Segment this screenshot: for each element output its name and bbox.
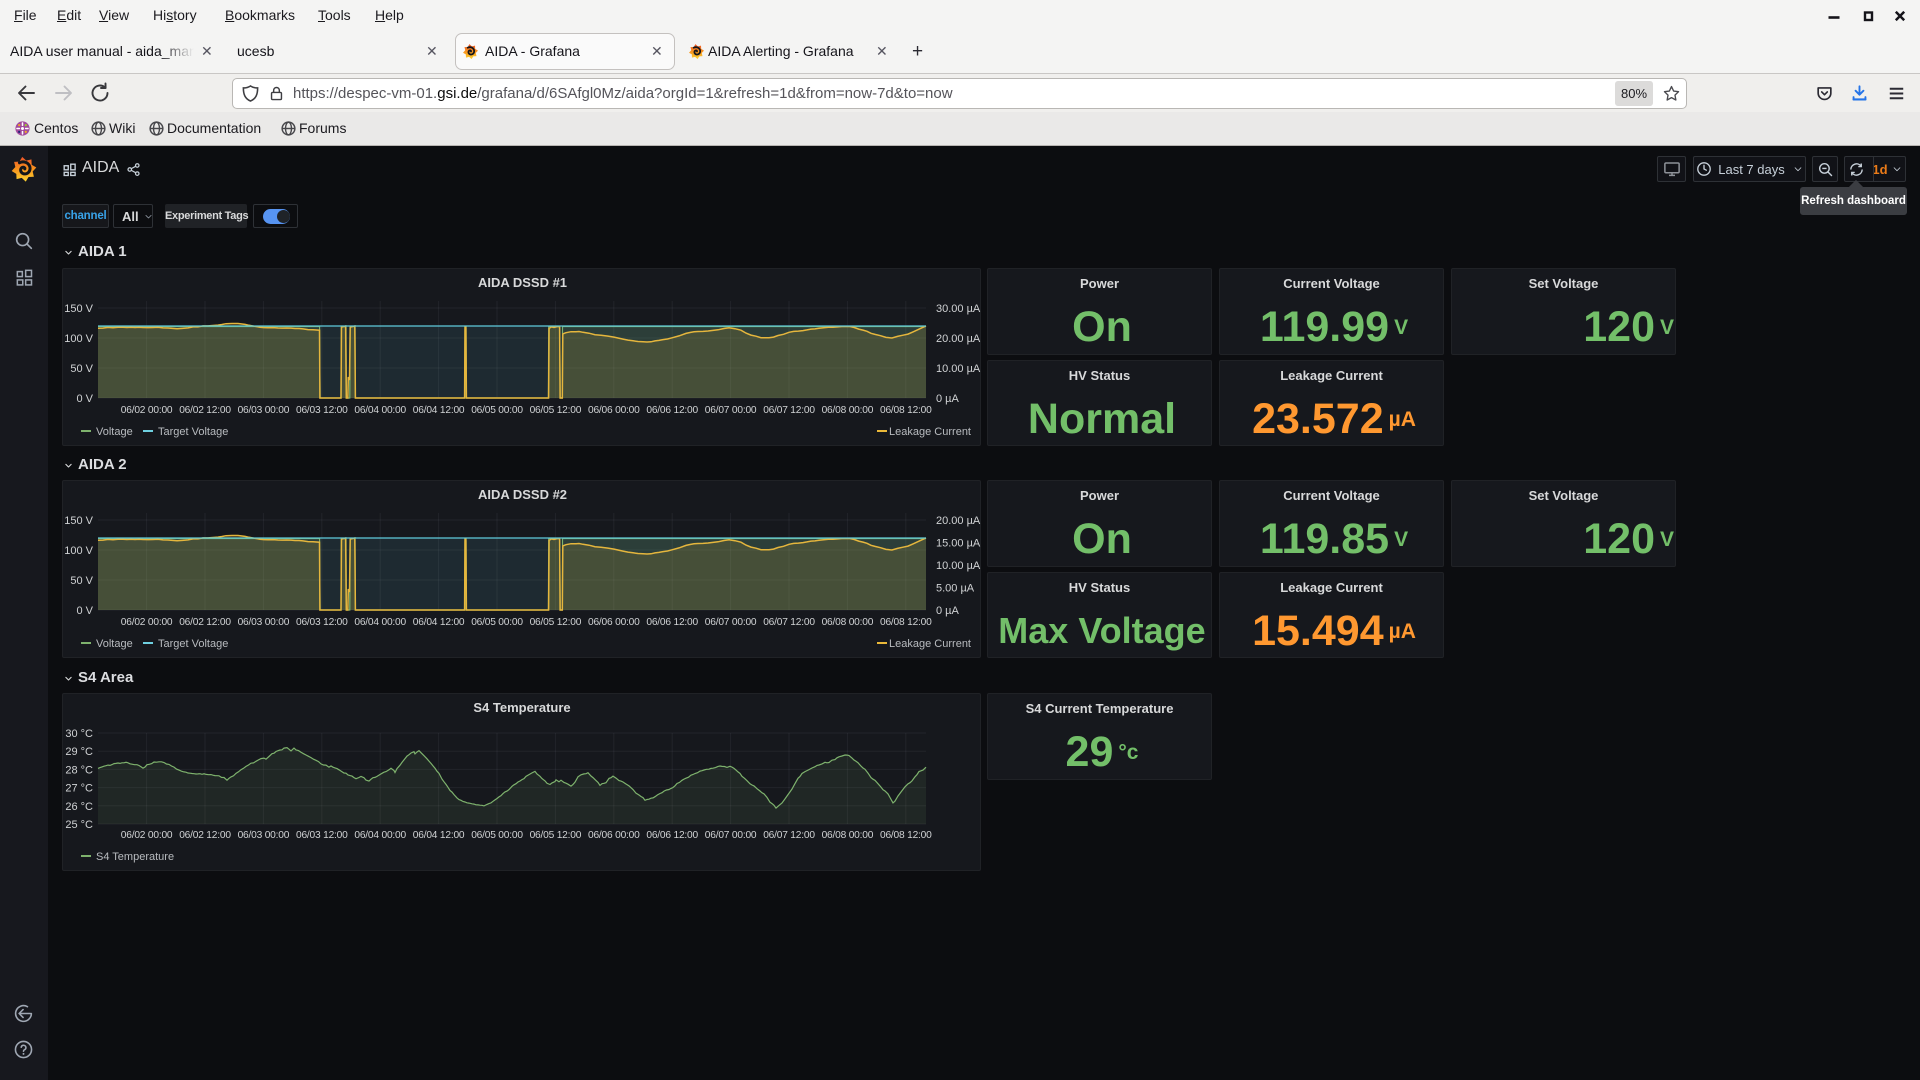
- svg-text:06/05 00:00: 06/05 00:00: [471, 617, 523, 628]
- svg-text:0 µA: 0 µA: [936, 605, 960, 617]
- svg-text:30 °C: 30 °C: [65, 728, 93, 740]
- svg-text:Leakage Current: Leakage Current: [889, 638, 971, 650]
- svg-text:06/05 00:00: 06/05 00:00: [471, 830, 523, 841]
- svg-text:150 V: 150 V: [64, 303, 93, 315]
- svg-text:06/08 12:00: 06/08 12:00: [880, 405, 932, 416]
- svg-text:AIDA DSSD #1: AIDA DSSD #1: [478, 275, 567, 290]
- svg-text:06/08 12:00: 06/08 12:00: [880, 830, 932, 841]
- svg-text:Leakage Current: Leakage Current: [889, 426, 971, 438]
- svg-text:06/07 00:00: 06/07 00:00: [705, 405, 757, 416]
- svg-text:06/05 12:00: 06/05 12:00: [530, 830, 582, 841]
- svg-text:06/05 00:00: 06/05 00:00: [471, 405, 523, 416]
- svg-text:06/02 00:00: 06/02 00:00: [121, 617, 173, 628]
- svg-text:06/07 00:00: 06/07 00:00: [705, 617, 757, 628]
- svg-text:S4 Temperature: S4 Temperature: [96, 851, 174, 863]
- svg-text:15.00 µA: 15.00 µA: [936, 538, 981, 550]
- svg-text:AIDA DSSD #2: AIDA DSSD #2: [478, 487, 567, 502]
- svg-text:30.00 µA: 30.00 µA: [936, 303, 981, 315]
- svg-text:06/06 00:00: 06/06 00:00: [588, 617, 640, 628]
- svg-text:06/07 00:00: 06/07 00:00: [705, 830, 757, 841]
- svg-text:06/05 12:00: 06/05 12:00: [530, 405, 582, 416]
- svg-text:26 °C: 26 °C: [65, 801, 93, 813]
- svg-text:Voltage: Voltage: [96, 426, 133, 438]
- svg-text:06/04 00:00: 06/04 00:00: [354, 617, 406, 628]
- svg-text:06/08 00:00: 06/08 00:00: [822, 617, 874, 628]
- svg-text:06/04 12:00: 06/04 12:00: [413, 830, 465, 841]
- svg-text:29 °C: 29 °C: [65, 746, 93, 758]
- svg-text:06/03 00:00: 06/03 00:00: [238, 405, 290, 416]
- svg-text:20.00 µA: 20.00 µA: [936, 515, 981, 527]
- svg-text:10.00 µA: 10.00 µA: [936, 560, 981, 572]
- svg-text:06/06 00:00: 06/06 00:00: [588, 405, 640, 416]
- svg-text:06/03 00:00: 06/03 00:00: [238, 830, 290, 841]
- svg-text:06/06 12:00: 06/06 12:00: [646, 617, 698, 628]
- svg-text:100 V: 100 V: [64, 545, 93, 557]
- svg-text:06/07 12:00: 06/07 12:00: [763, 405, 815, 416]
- svg-text:20.00 µA: 20.00 µA: [936, 333, 981, 345]
- svg-text:06/02 12:00: 06/02 12:00: [179, 617, 231, 628]
- svg-text:10.00 µA: 10.00 µA: [936, 363, 981, 375]
- svg-text:50 V: 50 V: [70, 363, 93, 375]
- svg-text:0 V: 0 V: [76, 393, 93, 405]
- svg-text:06/08 00:00: 06/08 00:00: [822, 830, 874, 841]
- svg-text:06/03 12:00: 06/03 12:00: [296, 405, 348, 416]
- svg-text:06/08 12:00: 06/08 12:00: [880, 617, 932, 628]
- svg-text:27 °C: 27 °C: [65, 783, 93, 795]
- svg-text:06/04 12:00: 06/04 12:00: [413, 617, 465, 628]
- svg-text:06/06 12:00: 06/06 12:00: [646, 830, 698, 841]
- svg-text:Target Voltage: Target Voltage: [158, 426, 228, 438]
- svg-text:06/02 00:00: 06/02 00:00: [121, 405, 173, 416]
- svg-text:0 µA: 0 µA: [936, 393, 960, 405]
- svg-text:06/07 12:00: 06/07 12:00: [763, 617, 815, 628]
- svg-text:S4 Temperature: S4 Temperature: [473, 700, 570, 715]
- svg-text:5.00 µA: 5.00 µA: [936, 583, 975, 595]
- svg-text:100 V: 100 V: [64, 333, 93, 345]
- svg-text:06/06 00:00: 06/06 00:00: [588, 830, 640, 841]
- svg-text:06/02 00:00: 06/02 00:00: [121, 830, 173, 841]
- svg-text:06/07 12:00: 06/07 12:00: [763, 830, 815, 841]
- svg-text:50 V: 50 V: [70, 575, 93, 587]
- svg-text:06/05 12:00: 06/05 12:00: [530, 617, 582, 628]
- svg-text:28 °C: 28 °C: [65, 764, 93, 776]
- svg-text:06/04 12:00: 06/04 12:00: [413, 405, 465, 416]
- svg-text:06/03 12:00: 06/03 12:00: [296, 617, 348, 628]
- svg-text:06/08 00:00: 06/08 00:00: [822, 405, 874, 416]
- svg-text:06/02 12:00: 06/02 12:00: [179, 830, 231, 841]
- svg-text:Target Voltage: Target Voltage: [158, 638, 228, 650]
- svg-text:06/03 12:00: 06/03 12:00: [296, 830, 348, 841]
- svg-text:06/06 12:00: 06/06 12:00: [646, 405, 698, 416]
- svg-text:06/04 00:00: 06/04 00:00: [354, 830, 406, 841]
- svg-text:06/04 00:00: 06/04 00:00: [354, 405, 406, 416]
- svg-text:06/03 00:00: 06/03 00:00: [238, 617, 290, 628]
- svg-text:Voltage: Voltage: [96, 638, 133, 650]
- svg-text:150 V: 150 V: [64, 515, 93, 527]
- svg-text:0 V: 0 V: [76, 605, 93, 617]
- svg-text:06/02 12:00: 06/02 12:00: [179, 405, 231, 416]
- svg-text:25 °C: 25 °C: [65, 819, 93, 831]
